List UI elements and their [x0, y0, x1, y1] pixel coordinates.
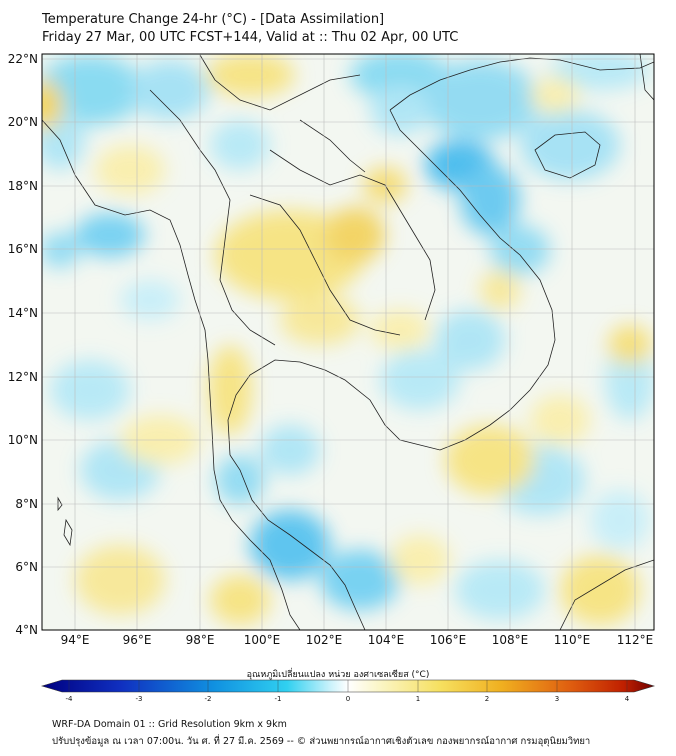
colorbar-tick-label: 0 [346, 695, 350, 703]
colorbar-tick-labels: -4 -3 -2 -1 0 1 2 3 4 [66, 695, 630, 703]
lat-label: 22°N [8, 52, 38, 66]
lon-label: 106°E [430, 633, 467, 647]
lat-label: 14°N [8, 306, 38, 320]
colorbar-tick-label: -1 [275, 695, 282, 703]
lat-label: 18°N [8, 179, 38, 193]
lat-label: 4°N [15, 623, 38, 637]
lat-label: 8°N [15, 497, 38, 511]
lon-label: 96°E [123, 633, 152, 647]
colorbar-tick-label: -4 [66, 695, 74, 703]
lon-label: 94°E [61, 633, 90, 647]
lon-label: 110°E [554, 633, 591, 647]
colorbar-tick-label: -2 [205, 695, 212, 703]
coastlines [42, 54, 654, 630]
footer-credit: ปรับปรุงข้อมูล ณ เวลา 07:00น. วัน ศ. ที่… [52, 736, 591, 747]
colorbar-tick-label: 4 [625, 695, 630, 703]
temperature-field [42, 54, 654, 630]
lon-label: 112°E [617, 633, 654, 647]
colorbar-tick-label: -3 [136, 695, 143, 703]
lat-label: 20°N [8, 115, 38, 129]
graticule [42, 54, 654, 630]
lon-labels: 94°E 96°E 98°E 100°E 102°E 104°E 106°E 1… [61, 633, 654, 647]
lon-label: 104°E [368, 633, 405, 647]
lat-labels: 22°N 20°N 18°N 16°N 14°N 12°N 10°N 8°N 6… [8, 52, 38, 637]
lat-label: 10°N [8, 433, 38, 447]
lon-label: 108°E [492, 633, 529, 647]
chart-title: Temperature Change 24-hr (°C) - [Data As… [42, 12, 385, 27]
colorbar-ticks [68, 680, 628, 692]
lat-label: 16°N [8, 242, 38, 256]
lon-label: 98°E [186, 633, 215, 647]
lat-label: 6°N [15, 560, 38, 574]
footer-model-info: WRF-DA Domain 01 :: Grid Resolution 9km … [52, 719, 287, 730]
colorbar-label: อุณหภูมิเปลี่ยนแปลง หน่วย องศาเซลเซียส (… [246, 670, 430, 680]
colorbar-tick-label: 2 [485, 695, 489, 703]
lon-label: 102°E [306, 633, 343, 647]
lon-label: 100°E [244, 633, 281, 647]
lat-label: 12°N [8, 370, 38, 384]
colorbar-tick-label: 3 [555, 695, 559, 703]
map-frame [41, 53, 655, 631]
chart-subtitle: Friday 27 Mar, 00 UTC FCST+144, Valid at… [42, 30, 459, 45]
colorbar-tick-label: 1 [416, 695, 420, 703]
